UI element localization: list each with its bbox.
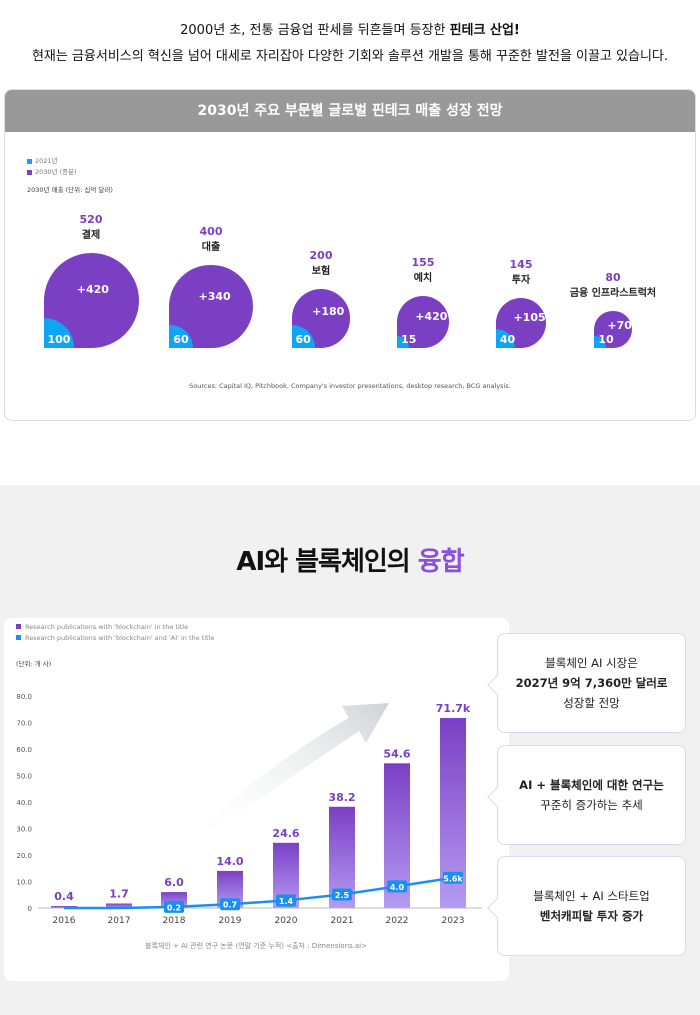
section-title: AI와 블록체인의 융합 [236,547,465,577]
bubble-total: 145 [509,257,533,271]
info-card-research: AI + 블록체인에 대한 연구는 꾸준히 증가하는 추세 [487,745,686,845]
line-value-label: 1.4 [279,897,294,906]
bubble-category: 대출 [201,241,221,253]
intro-line1-bold: 핀테크 산업! [449,23,520,38]
line-point [443,871,463,884]
x-tick-label: 2019 [219,916,242,926]
y-tick-label: 20.0 [16,852,32,860]
intro-line2: 현재는 금융서비스의 혁신을 넘어 대세로 자리잡아 다양한 기회와 솔루션 개… [31,49,669,64]
bubble-0: 520 결제 +420 100 [43,90,139,420]
bar-value-label: 71.7k [436,702,471,715]
y-tick-label: 60.0 [16,746,32,754]
growth-arrow [189,703,389,843]
intro-text: 2000년 초, 전통 금융업 판세를 뒤흔들며 등장한 핀테크 산업! 현재는… [0,18,700,70]
bubble-total: 520 [79,213,103,226]
legend-label: Research publications with 'blockchain' … [25,623,188,631]
x-tick-label: 2022 [386,916,409,926]
y-tick-label: 30.0 [16,826,32,834]
legend-item-2021: 2021년 [27,156,77,167]
y-tick-label: 0 [28,905,32,913]
x-tick-label: 2017 [108,916,131,926]
bubble-3: 155 예치 +420 15 [375,90,471,420]
y-tick-label: 10.0 [16,879,32,887]
legend-swatch [16,635,21,640]
bubble-2030-increment: +420 100 [43,253,139,348]
bubble-5: 80 금융 인프라스트럭처 +70 10 [565,90,661,420]
bubble-category: 결제 [81,230,101,241]
publications-chart-card: Research publications with 'blockchain' … [4,618,509,981]
bubble-category: 투자 [511,274,531,286]
y-tick-label: 70.0 [16,720,32,728]
bubble-total: 400 [199,224,223,238]
info-card-investment: 블록체인 + AI 스타트업 벤처캐피탈 투자 증가 [487,856,686,956]
bubble-1: 400 대출 +340 60 [163,90,259,420]
bubble-2030-increment: +70 10 [594,310,632,348]
bar-value-label: 0.4 [54,890,74,903]
line-point [220,898,240,911]
line-value-label: 0.7 [223,901,237,910]
x-tick-label: 2021 [331,916,354,926]
bubble-category: 보험 [311,266,331,278]
line-value-label: 5.6k [443,874,463,883]
x-tick-label: 2020 [275,916,298,926]
line-point [332,888,352,901]
legend-label: Research publications with 'blockchain' … [25,634,214,642]
fintech-unit-label: 2030년 매출 (단위: 십억 달러) [27,186,113,194]
x-tick-label: 2023 [442,916,465,926]
bubble-2: 200 보험 +180 60 [273,90,369,420]
legend-item-2030: 2030년 (증분) [27,167,77,178]
unit-label: (단위: 개 사) [16,659,51,668]
publications-chart: Research publications with 'blockchain' … [16,623,482,950]
line-point [276,894,296,907]
bar-value-label: 24.6 [272,827,299,840]
y-tick-label: 50.0 [16,773,32,781]
bubble-2030-increment: +105 40 [495,297,547,348]
y-tick-label: 40.0 [16,799,32,807]
section-title-accent: 융합 [417,547,465,577]
bubble-2030-increment: +340 60 [169,264,253,348]
chart-caption: 블록체인 + AI 관련 연구 논문 (연말 기준 누적) <출처 : Dime… [145,941,367,950]
bubble-4: 145 투자 +105 40 [473,90,569,420]
bar-value-label: 1.7 [109,887,129,900]
fintech-chart-title: 2030년 주요 부문별 글로벌 핀테크 매출 성장 전망 [5,90,695,132]
bar-value-label: 14.0 [216,855,243,868]
line-value-label: 0.2 [167,903,181,912]
bar-2017 [106,903,132,908]
bubble-2030-increment: +180 60 [291,289,351,348]
bubble-2030-increment: +420 15 [397,296,449,348]
bar-value-label: 38.2 [328,791,355,804]
ai-blockchain-section: AI와 블록체인의 융합 Research publications with … [0,485,700,1015]
intro-line1: 2000년 초, 전통 금융업 판세를 뒤흔들며 등장한 [180,23,450,38]
bar-value-label: 54.6 [383,747,410,760]
line-value-label: 2.5 [335,891,350,900]
line-point [164,900,184,913]
bubble-category: 예치 [413,273,433,285]
bar-value-label: 6.0 [164,876,184,889]
fintech-chart-card: 2030년 주요 부문별 글로벌 핀테크 매출 성장 전망 2021년 2030… [4,89,696,421]
bubble-total: 155 [411,256,435,270]
fintech-legend: 2021년 2030년 (증분) [27,156,77,178]
line-point [387,880,407,893]
bubble-total: 80 [605,270,621,284]
bubble-category: 금융 인프라스트럭처 [569,287,657,299]
x-tick-label: 2016 [53,916,76,926]
legend-swatch [16,624,21,629]
x-tick-label: 2018 [163,916,186,926]
info-card-market: 블록체인 AI 시장은 2027년 9억 7,360만 달러로 성장할 전망 [487,633,686,733]
sources-text: Sources: Capital IQ, Pitchbook, Company'… [189,382,511,390]
line-value-label: 4.0 [390,883,405,892]
y-tick-label: 80.0 [16,693,32,701]
bubble-total: 200 [309,249,333,263]
